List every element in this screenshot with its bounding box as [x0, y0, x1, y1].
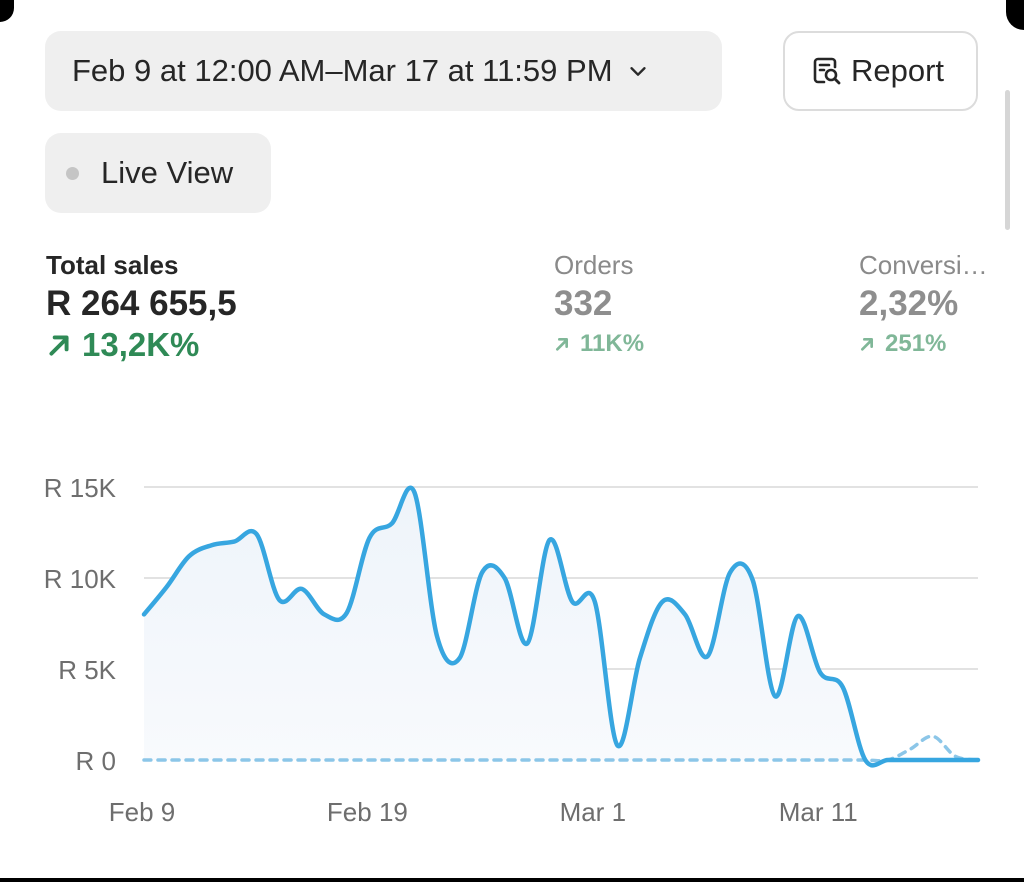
x-tick-label: Mar 11 [779, 797, 858, 827]
report-button[interactable]: Report [783, 31, 978, 111]
metric-change-value: 251% [885, 330, 947, 357]
metric-change-value: 11K% [580, 330, 645, 357]
sales-line-chart[interactable]: R 0 R 5K R 10K R 15K Feb 9 Feb 19 Mar 1 Mar 11 [0, 440, 1024, 860]
chevron-down-icon [629, 67, 646, 76]
screen-corner [0, 0, 14, 22]
live-view-label: Live View [101, 155, 234, 190]
report-label: Report [851, 53, 945, 88]
metric-change: 251% [859, 330, 1009, 358]
metric-value: R 264 655,5 [46, 284, 237, 323]
scrollbar[interactable] [1005, 90, 1010, 230]
metric-conversion[interactable]: Conversi… 2,32% 251% [859, 250, 1009, 358]
metric-value: 332 [554, 284, 613, 323]
x-tick-label: Mar 1 [560, 797, 626, 827]
metric-change: 11K% [554, 330, 644, 358]
y-tick-label: R 5K [58, 655, 116, 685]
sales-series-line[interactable] [141, 485, 981, 768]
screen-corner [1006, 0, 1024, 30]
metric-label: Conversi… [859, 250, 988, 280]
metric-orders[interactable]: Orders 332 11K% [554, 250, 644, 358]
arrow-up-right-icon [556, 338, 568, 351]
metric-value: 2,32% [859, 284, 959, 323]
report-icon [813, 57, 841, 85]
metric-total-sales[interactable]: Total sales R 264 655,5 13,2K% [46, 250, 237, 364]
date-range-button[interactable]: Feb 9 at 12:00 AM–Mar 17 at 11:59 PM [45, 31, 722, 111]
arrow-up-right-icon [49, 335, 69, 356]
series-area [144, 487, 978, 766]
arrow-up-right-icon [861, 338, 873, 351]
x-tick-label: Feb 19 [327, 797, 408, 827]
live-view-button[interactable]: Live View [45, 133, 271, 213]
y-tick-label: R 10K [44, 564, 117, 594]
x-tick-label: Feb 9 [109, 797, 176, 827]
metric-change-value: 13,2K% [82, 326, 200, 363]
live-status-dot [66, 166, 79, 180]
date-range-label: Feb 9 at 12:00 AM–Mar 17 at 11:59 PM [72, 53, 613, 88]
metric-label: Orders [554, 250, 634, 280]
y-tick-label: R 15K [44, 473, 117, 503]
y-tick-label: R 0 [76, 746, 116, 776]
metric-label: Total sales [46, 250, 179, 280]
metric-change: 13,2K% [46, 326, 237, 364]
